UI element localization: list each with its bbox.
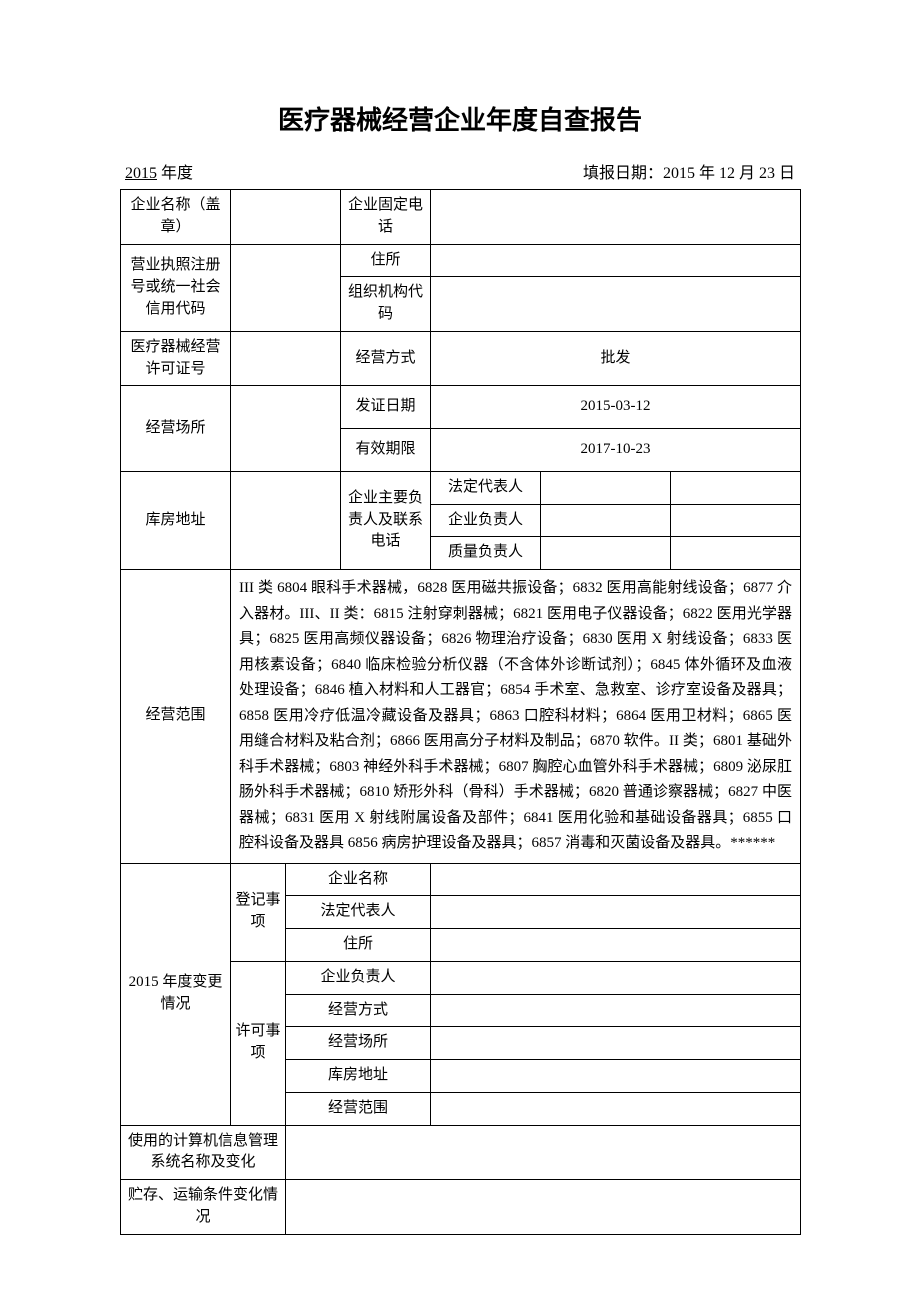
label-warehouse-address: 库房地址 (121, 471, 231, 569)
value-address (431, 244, 801, 277)
report-date: 填报日期：2015 年 12 月 23 日 (583, 159, 795, 183)
value-chg-business-mode (431, 994, 801, 1027)
label-registration-items: 登记事项 (231, 863, 286, 961)
label-permit-items: 许可事项 (231, 961, 286, 1125)
label-org-code: 组织机构代码 (341, 277, 431, 332)
table-row: 营业执照注册号或统一社会信用代码 住所 (121, 244, 801, 277)
label-address: 住所 (341, 244, 431, 277)
report-date-label: 填报日期： (583, 165, 663, 182)
value-chg-address (431, 929, 801, 962)
value-business-mode: 批发 (431, 331, 801, 386)
label-chg-legal-rep: 法定代表人 (286, 896, 431, 929)
label-chg-warehouse: 库房地址 (286, 1060, 431, 1093)
label-chg-address: 住所 (286, 929, 431, 962)
value-company-name (231, 190, 341, 245)
value-chg-scope (431, 1092, 801, 1125)
table-row: 贮存、运输条件变化情况 (121, 1180, 801, 1235)
value-chg-legal-rep (431, 896, 801, 929)
table-row: 企业名称（盖章） 企业固定电话 (121, 190, 801, 245)
label-medical-license-no: 医疗器械经营许可证号 (121, 331, 231, 386)
value-warehouse-address (231, 471, 341, 569)
label-chg-business-place: 经营场所 (286, 1027, 431, 1060)
value-legal-rep-phone (671, 471, 801, 504)
label-company-name: 企业名称（盖章） (121, 190, 231, 245)
label-quality-head: 质量负责人 (431, 537, 541, 570)
label-chg-company-name: 企业名称 (286, 863, 431, 896)
table-row: 医疗器械经营许可证号 经营方式 批发 (121, 331, 801, 386)
label-license-reg-no: 营业执照注册号或统一社会信用代码 (121, 244, 231, 331)
label-chg-scope: 经营范围 (286, 1092, 431, 1125)
value-business-place (231, 386, 341, 472)
value-storage-transport (286, 1180, 801, 1235)
value-quality-head-name (541, 537, 671, 570)
label-chg-business-mode: 经营方式 (286, 994, 431, 1027)
label-company-head: 企业负责人 (431, 504, 541, 537)
label-storage-transport: 贮存、运输条件变化情况 (121, 1180, 286, 1235)
table-row: 经营场所 发证日期 2015-03-12 (121, 386, 801, 429)
report-table: 企业名称（盖章） 企业固定电话 营业执照注册号或统一社会信用代码 住所 组织机构… (120, 189, 801, 1235)
table-row: 2015 年度变更情况 登记事项 企业名称 (121, 863, 801, 896)
value-legal-rep-name (541, 471, 671, 504)
table-row: 使用的计算机信息管理系统名称及变化 (121, 1125, 801, 1180)
table-row: 库房地址 企业主要负责人及联系电话 法定代表人 (121, 471, 801, 504)
value-medical-license-no (231, 331, 341, 386)
year-value: 2015 (125, 165, 157, 182)
report-title: 医疗器械经营企业年度自查报告 (120, 100, 800, 137)
year-suffix: 年度 (157, 165, 193, 182)
label-legal-rep: 法定代表人 (431, 471, 541, 504)
value-company-head-name (541, 504, 671, 537)
label-computer-system: 使用的计算机信息管理系统名称及变化 (121, 1125, 286, 1180)
label-business-place: 经营场所 (121, 386, 231, 472)
label-business-scope: 经营范围 (121, 570, 231, 864)
report-year: 2015 年度 (125, 159, 193, 183)
value-chg-business-place (431, 1027, 801, 1060)
value-company-head-phone (671, 504, 801, 537)
value-chg-company-head (431, 961, 801, 994)
label-change-section: 2015 年度变更情况 (121, 863, 231, 1125)
value-chg-warehouse (431, 1060, 801, 1093)
value-computer-system (286, 1125, 801, 1180)
value-issue-date: 2015-03-12 (431, 386, 801, 429)
report-date-value: 2015 年 12 月 23 日 (663, 165, 795, 182)
label-main-person-contact: 企业主要负责人及联系电话 (341, 471, 431, 569)
value-org-code (431, 277, 801, 332)
report-subheader: 2015 年度 填报日期：2015 年 12 月 23 日 (120, 159, 800, 183)
label-company-phone: 企业固定电话 (341, 190, 431, 245)
label-issue-date: 发证日期 (341, 386, 431, 429)
label-valid-until: 有效期限 (341, 429, 431, 472)
table-row: 经营范围 III 类 6804 眼科手术器械，6828 医用磁共振设备；6832… (121, 570, 801, 864)
label-business-mode: 经营方式 (341, 331, 431, 386)
value-valid-until: 2017-10-23 (431, 429, 801, 472)
value-license-reg-no (231, 244, 341, 331)
value-business-scope: III 类 6804 眼科手术器械，6828 医用磁共振设备；6832 医用高能… (231, 570, 801, 864)
value-chg-company-name (431, 863, 801, 896)
label-chg-company-head: 企业负责人 (286, 961, 431, 994)
value-company-phone (431, 190, 801, 245)
value-quality-head-phone (671, 537, 801, 570)
